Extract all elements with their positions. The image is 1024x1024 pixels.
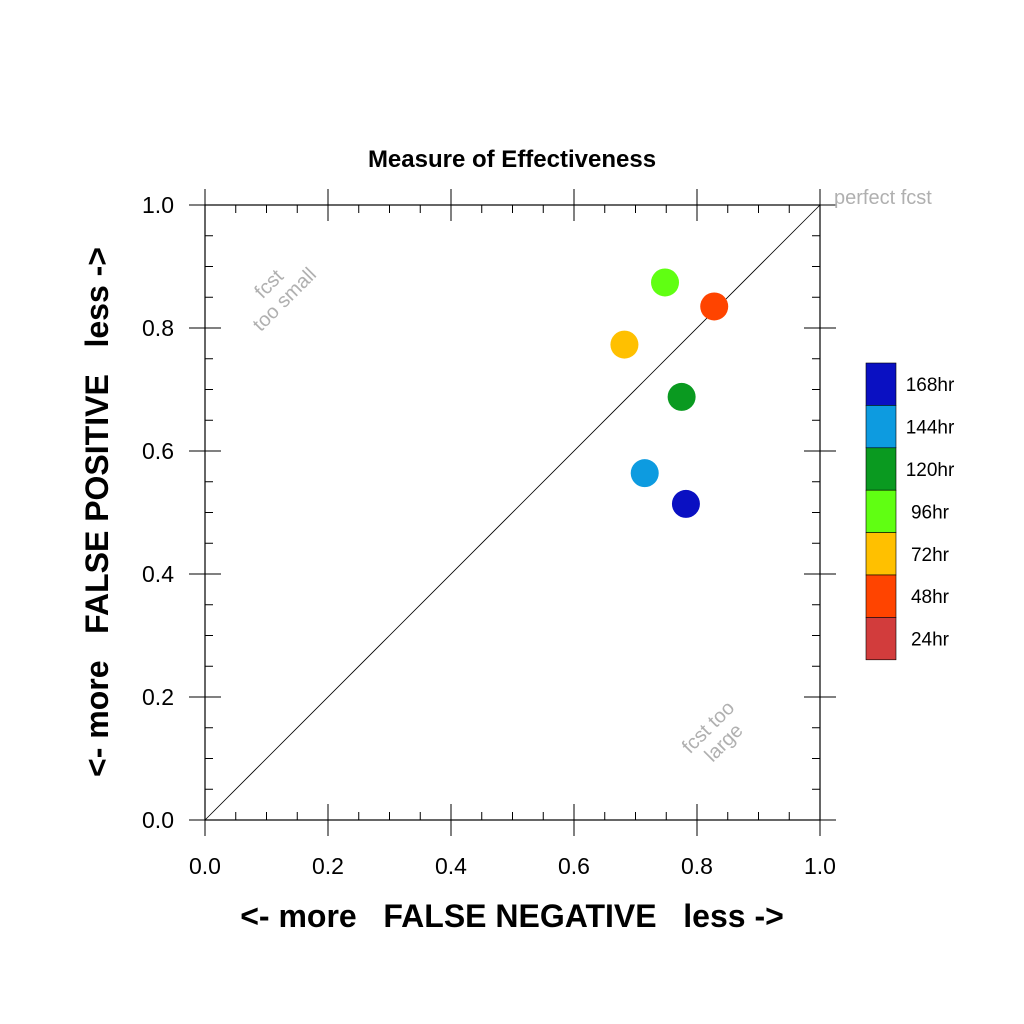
legend-swatch-120hr bbox=[865, 447, 897, 491]
legend-swatch-24hr bbox=[865, 617, 897, 661]
legend-swatch-144hr bbox=[865, 405, 897, 449]
x-axis: 0.0 0.2 0.4 0.6 0.8 1.0 bbox=[189, 189, 836, 879]
legend-label-72hr: 72hr bbox=[911, 545, 950, 566]
annotation-too-small-line2: too small bbox=[249, 264, 321, 336]
point-168hr bbox=[671, 489, 700, 518]
legend-swatch-96hr bbox=[865, 489, 897, 533]
x-tick-label: 0.4 bbox=[435, 853, 467, 879]
chart-title: Measure of Effectiveness bbox=[368, 146, 656, 173]
legend: 168hr 144hr 120hr 96hr 72hr 48hr 24hr bbox=[865, 362, 955, 661]
y-tick-label: 0.4 bbox=[142, 561, 174, 587]
annotation-fcst-too-large: fcst too large bbox=[678, 697, 748, 767]
legend-label-96hr: 96hr bbox=[911, 502, 950, 523]
legend-label-48hr: 48hr bbox=[911, 587, 950, 608]
legend-swatch-168hr bbox=[865, 362, 897, 406]
legend-swatch-72hr bbox=[865, 532, 897, 576]
x-tick-label: 1.0 bbox=[804, 853, 836, 879]
point-120hr bbox=[667, 382, 696, 411]
y-tick-label: 0.0 bbox=[142, 807, 174, 833]
legend-label-120hr: 120hr bbox=[906, 460, 955, 481]
x-tick-label: 0.6 bbox=[558, 853, 590, 879]
point-72hr bbox=[610, 330, 639, 359]
x-tick-label: 0.8 bbox=[681, 853, 713, 879]
legend-swatch-48hr bbox=[865, 574, 897, 618]
y-tick-label: 0.6 bbox=[142, 438, 174, 464]
annotation-perfect-fcst: perfect fcst bbox=[834, 187, 932, 209]
data-points bbox=[610, 268, 729, 518]
y-tick-label: 1.0 bbox=[142, 192, 174, 218]
point-48hr bbox=[700, 292, 729, 321]
x-tick-label: 0.0 bbox=[189, 853, 221, 879]
legend-label-168hr: 168hr bbox=[906, 375, 955, 396]
y-axis: 0.0 0.2 0.4 0.6 0.8 1.0 bbox=[142, 192, 836, 833]
y-tick-label: 0.2 bbox=[142, 684, 174, 710]
point-96hr bbox=[651, 268, 680, 297]
legend-label-24hr: 24hr bbox=[911, 630, 950, 651]
x-tick-label: 0.2 bbox=[312, 853, 344, 879]
legend-label-144hr: 144hr bbox=[906, 418, 955, 439]
annotation-fcst-too-small: fcst too small bbox=[249, 264, 321, 336]
y-tick-label: 0.8 bbox=[142, 315, 174, 341]
x-axis-label: <- more FALSE NEGATIVE less -> bbox=[240, 898, 784, 934]
point-144hr bbox=[630, 459, 659, 488]
y-axis-label: <- more FALSE POSITIVE less -> bbox=[79, 247, 115, 777]
